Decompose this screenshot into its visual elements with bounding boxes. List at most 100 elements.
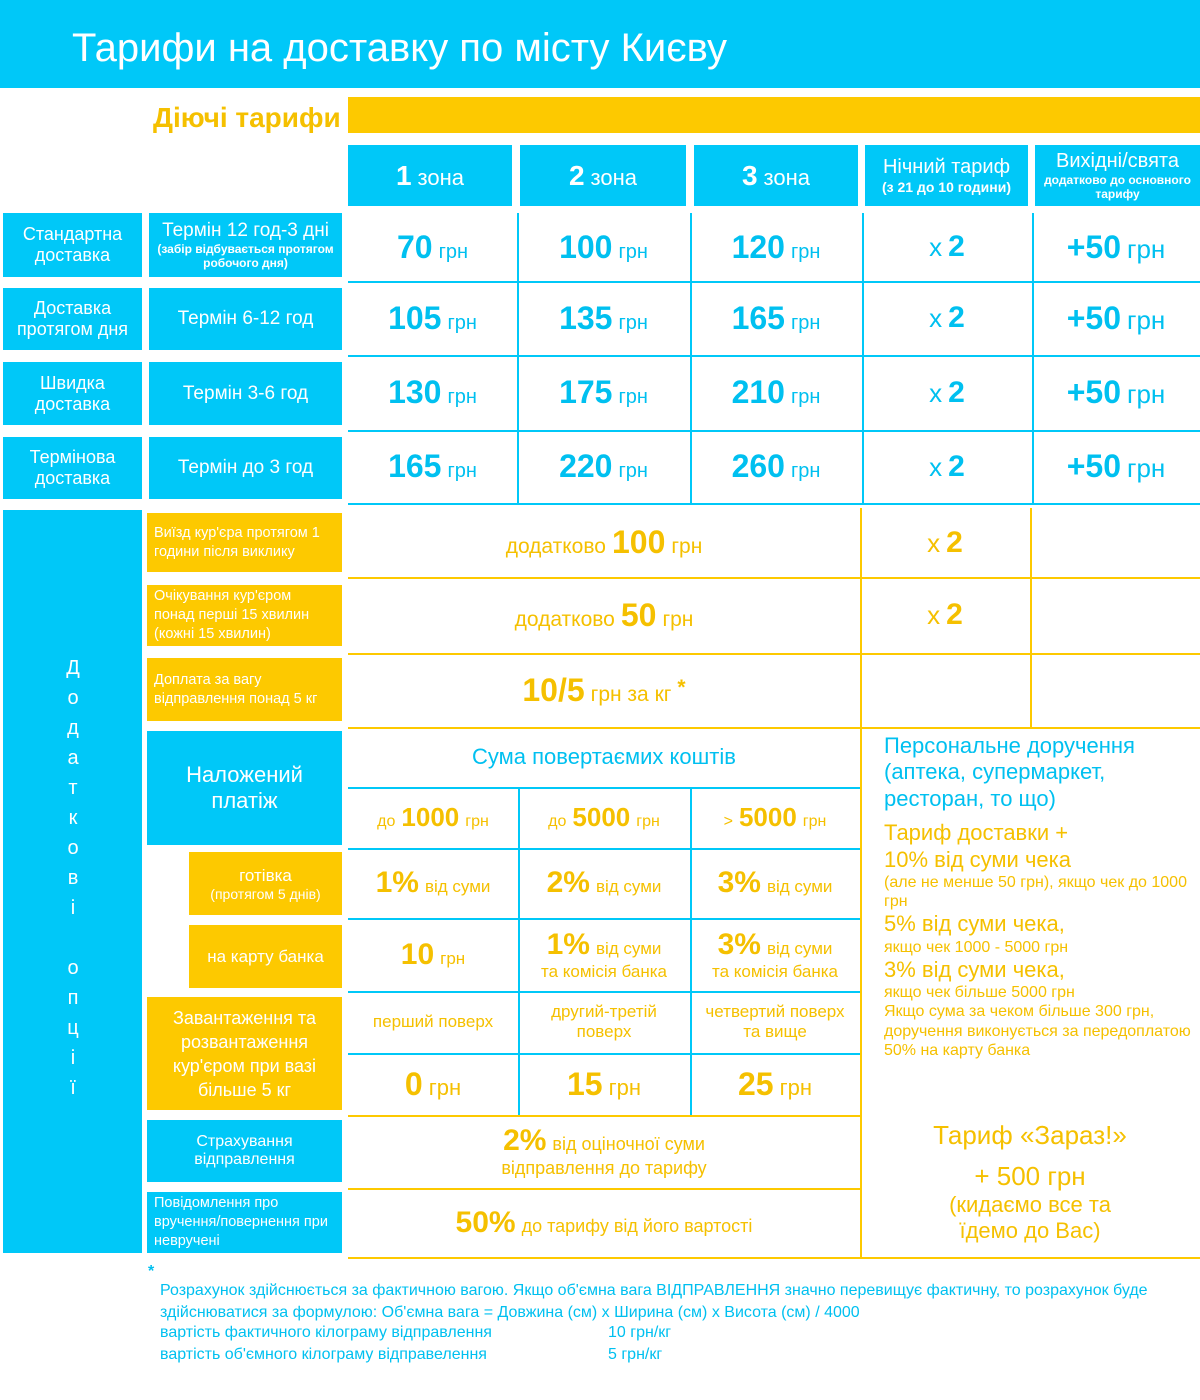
value-amount: 100	[611, 524, 666, 560]
value: 3 зона	[739, 160, 813, 192]
cod-column: >5000 грн	[690, 787, 860, 848]
value-amount: 50%	[455, 1205, 516, 1239]
column-header: Нічний тариф (з 21 до 10 години)	[865, 145, 1028, 206]
grid-line	[348, 1188, 860, 1190]
row-name-text: Термінова доставка	[29, 447, 116, 488]
value-unit: від суми	[424, 877, 491, 896]
header-bar: Тарифи на доставку по місту Києву	[0, 0, 1200, 88]
grid-line	[348, 653, 1200, 655]
cod-cell: 3% від суми та комісія банка	[690, 918, 860, 991]
value-amount: 2	[946, 525, 963, 559]
grid-line	[348, 991, 860, 993]
value: >5000 грн	[721, 802, 830, 833]
price-cell: 135 грн	[517, 281, 690, 355]
value-unit: грн	[779, 1074, 812, 1100]
price-cell: 210 грн	[690, 355, 862, 430]
value: 10 грн	[398, 938, 468, 972]
value-prefix: >	[723, 813, 733, 830]
row-term-text: Термін 6-12 год	[177, 308, 314, 329]
grid-line	[690, 213, 692, 503]
value-unit: зона	[590, 164, 638, 190]
personal-line: (але не менше 50 грн), якщо чек до 1000 …	[884, 873, 1187, 911]
grid-line	[690, 787, 692, 1115]
grid-line	[348, 1053, 860, 1055]
cod-cell: 1% від суми	[348, 848, 518, 918]
value-unit: від суми	[766, 877, 833, 896]
value-amount: 260	[731, 448, 785, 484]
value: 3% від суми	[715, 928, 836, 962]
notification-label-text: Повідомлення про вручення/повернення при…	[154, 1195, 328, 1249]
value-unit: грн	[1126, 453, 1166, 483]
value-amount: +50	[1066, 228, 1121, 265]
value-amount: 1000	[401, 802, 460, 832]
value-amount: +50	[1066, 299, 1121, 336]
value-amount: 135	[559, 299, 613, 336]
value-unit: грн	[618, 386, 648, 408]
value-amount: 130	[388, 374, 442, 410]
notification-price: 50% до тарифу від його вартості	[348, 1188, 860, 1257]
now-panel: Тариф «Зараз!» + 500 грн (кидаємо все та ї…	[860, 1120, 1200, 1257]
footnote-row-label: вартість фактичного кілограму відправлен…	[160, 1324, 492, 1341]
value: 50% до тарифу від його вартості	[453, 1206, 756, 1240]
value-amount: +50	[1066, 448, 1121, 484]
row-name-text: Швидка доставка	[34, 372, 111, 414]
value-amount: 1%	[546, 927, 590, 961]
grid-line	[518, 787, 520, 1115]
value-amount: 1	[395, 159, 412, 191]
value-amount: 2	[948, 449, 965, 483]
value: 0 грн	[402, 1066, 464, 1103]
value-unit: зона	[763, 164, 811, 190]
column-title: Нічний тариф	[882, 156, 1011, 178]
value-note: відправлення до тарифу	[501, 1158, 707, 1178]
value-prefix: до	[548, 813, 567, 830]
value-amount: 2	[948, 301, 965, 334]
option-price: додатково 50 грн	[348, 577, 860, 653]
value-prefix: додатково	[514, 607, 615, 631]
weekend-cell: +50 грн	[1032, 355, 1200, 430]
grid-line	[348, 355, 1200, 357]
option-label: Доплата за вагу відправлення понад 5 кг	[147, 658, 342, 721]
value-unit: до тарифу від його вартості	[521, 1215, 753, 1236]
section-bar	[348, 97, 1200, 133]
column-note: додатково до основного тарифу	[1044, 173, 1191, 201]
value: 120 грн	[729, 229, 824, 266]
option-label-text: Очікування кур'єром понад перші 15 хвили…	[154, 588, 310, 642]
value-unit: грн	[1126, 304, 1166, 335]
value: 3% від суми	[715, 866, 836, 900]
value: 1% від суми	[373, 866, 494, 900]
value-unit: грн	[1126, 379, 1166, 409]
value-unit: від суми	[595, 938, 662, 958]
loading-price: 0 грн	[348, 1053, 518, 1115]
row-term-text: Термін 3-6 год	[182, 382, 309, 404]
value-amount: 5000	[738, 802, 797, 832]
weekend-cell: +50 грн	[1032, 281, 1200, 355]
floor: четвертий поверх та вище	[705, 1002, 845, 1041]
row-term-text: Термін до 3 год	[177, 457, 314, 478]
options-label-text: Додаткові опції	[62, 656, 84, 1107]
grid-line	[348, 281, 1200, 283]
price-cell: 130 грн	[348, 355, 517, 430]
grid-line	[348, 787, 860, 789]
value: до 5000 грн	[545, 802, 663, 833]
value-unit: грн	[618, 460, 648, 482]
value-prefix: х	[929, 303, 943, 333]
weekend-cell: +50 грн	[1032, 213, 1200, 281]
row-term-text: Термін 12 год-3 дні	[162, 220, 329, 241]
value-note: та комісія банка	[712, 961, 838, 981]
footnote-row-value: 10 грн/кг	[608, 1324, 672, 1341]
value-unit: грн	[802, 813, 827, 830]
value: +50 грн	[1064, 374, 1169, 411]
value-unit: грн	[790, 460, 821, 482]
value: 15 грн	[564, 1066, 644, 1103]
loading-label-text: Завантаження та розвантаження кур'єром п…	[172, 1007, 317, 1100]
grid-line	[348, 1257, 1200, 1259]
value: 1 зона	[393, 160, 467, 192]
cod-column: до 5000 грн	[518, 787, 690, 848]
value-prefix: х	[927, 600, 941, 630]
row-name: Термінова доставка	[3, 437, 142, 499]
